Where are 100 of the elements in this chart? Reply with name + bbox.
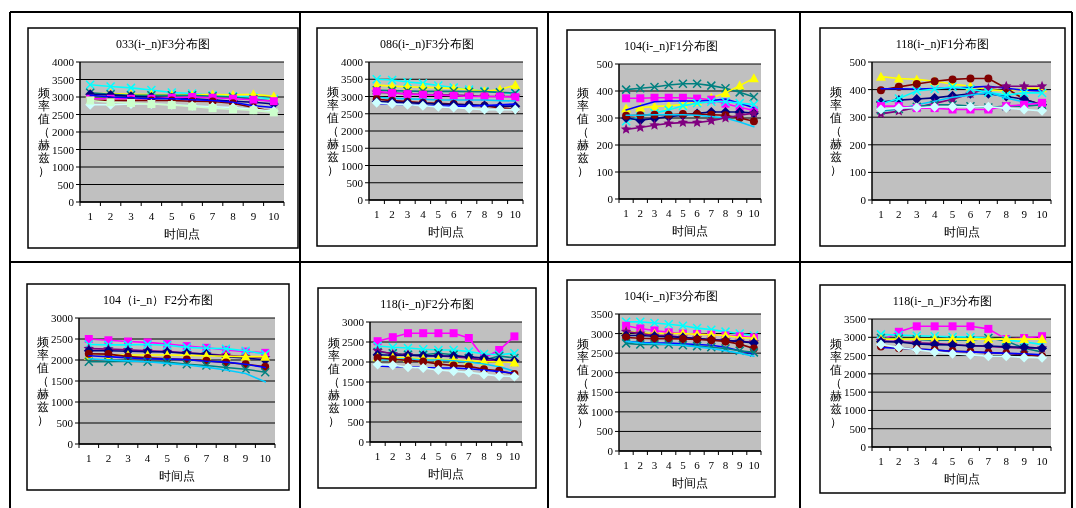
x-tick-label: 4 xyxy=(931,208,938,220)
y-tick-label: 2500 xyxy=(52,108,75,121)
y-tick-label: 2000 xyxy=(844,367,867,380)
x-tick-label: 10 xyxy=(1036,455,1049,467)
x-tick-label: 7 xyxy=(708,207,715,219)
x-axis-title: 时间点 xyxy=(943,225,980,239)
x-tick-label: 10 xyxy=(268,210,280,222)
x-tick-label: 1 xyxy=(623,207,629,219)
x-tick-label: 6 xyxy=(184,452,191,464)
y-tick-label: 1500 xyxy=(844,386,867,399)
y-tick-label: 1000 xyxy=(844,404,867,417)
x-tick-label: 6 xyxy=(450,208,457,220)
y-tick-label: 1500 xyxy=(341,142,364,155)
x-axis-title: 时间点 xyxy=(159,469,195,483)
x-tick-label: 8 xyxy=(481,450,488,462)
y-tick-label: 1000 xyxy=(52,161,75,173)
x-tick-label: 6 xyxy=(694,459,701,471)
x-tick-label: 4 xyxy=(665,207,672,219)
x-tick-label: 9 xyxy=(250,210,257,222)
x-tick-label: 3 xyxy=(914,455,920,467)
x-tick-label: 1 xyxy=(878,208,884,220)
x-tick-label: 3 xyxy=(405,450,412,462)
x-tick-label: 1 xyxy=(87,210,93,222)
x-tick-label: 5 xyxy=(435,450,442,462)
x-tick-label: 1 xyxy=(374,450,381,462)
x-tick-label: 2 xyxy=(896,208,902,220)
y-tick-label: 100 xyxy=(849,166,867,179)
y-tick-label: 3500 xyxy=(341,73,364,86)
x-tick-label: 9 xyxy=(1021,455,1028,467)
x-tick-label: 9 xyxy=(736,459,743,471)
y-tick-label: 1000 xyxy=(342,396,365,408)
x-tick-label: 8 xyxy=(722,207,729,219)
y-tick-label: 500 xyxy=(849,422,867,435)
x-tick-label: 9 xyxy=(496,450,503,462)
y-tick-label: 100 xyxy=(596,166,614,178)
x-tick-label: 7 xyxy=(985,208,992,220)
y-tick-label: 3000 xyxy=(844,331,867,344)
y-tick-label: 3000 xyxy=(51,312,74,324)
x-tick-label: 2 xyxy=(389,208,395,220)
y-tick-label: 400 xyxy=(596,85,614,97)
y-tick-label: 4000 xyxy=(341,56,364,68)
x-tick-label: 8 xyxy=(1003,208,1010,220)
x-tick-label: 5 xyxy=(169,210,176,222)
y-axis-title: 频率值（赫兹） xyxy=(328,336,340,428)
y-tick-label: 3000 xyxy=(342,316,365,328)
y-tick-label: 2000 xyxy=(52,126,75,138)
x-tick-label: 4 xyxy=(420,450,427,462)
x-tick-label: 3 xyxy=(125,452,132,464)
x-tick-label: 9 xyxy=(497,208,504,220)
x-tick-label: 7 xyxy=(985,455,992,467)
y-tick-label: 2500 xyxy=(341,107,364,120)
x-tick-label: 8 xyxy=(223,452,230,464)
y-tick-label: 2000 xyxy=(591,366,614,379)
x-tick-label: 10 xyxy=(508,450,521,462)
x-tick-label: 8 xyxy=(722,459,729,471)
chart-title: 033(i-_n)F3分布图 xyxy=(116,37,210,51)
chart-title: 104(i-_n)F1分布图 xyxy=(624,39,718,53)
x-tick-label: 2 xyxy=(896,455,902,467)
y-tick-label: 200 xyxy=(849,138,867,151)
y-axis-title: 频率值（赫兹） xyxy=(830,85,842,177)
x-axis-title: 时间点 xyxy=(164,227,200,241)
y-tick-label: 500 xyxy=(347,416,365,428)
x-tick-label: 9 xyxy=(736,207,743,219)
y-tick-label: 0 xyxy=(67,438,74,450)
x-tick-label: 4 xyxy=(931,455,938,467)
y-tick-label: 500 xyxy=(849,56,867,68)
y-tick-label: 1500 xyxy=(591,386,614,399)
x-tick-label: 10 xyxy=(509,208,522,220)
x-tick-label: 2 xyxy=(637,207,644,219)
x-tick-label: 2 xyxy=(105,452,112,464)
x-tick-label: 4 xyxy=(144,452,151,464)
y-axis-title: 频率值（赫兹） xyxy=(577,85,589,178)
y-tick-label: 0 xyxy=(607,193,614,205)
y-tick-label: 2500 xyxy=(342,336,365,348)
y-tick-label: 1500 xyxy=(52,143,75,156)
x-tick-label: 3 xyxy=(651,207,658,219)
x-tick-label: 7 xyxy=(466,208,473,220)
y-tick-label: 1000 xyxy=(51,396,74,408)
y-tick-label: 0 xyxy=(357,194,364,206)
chart-title: 118(i-_n)F2分布图 xyxy=(380,297,474,311)
y-tick-label: 500 xyxy=(56,417,74,429)
y-tick-label: 0 xyxy=(68,196,75,208)
x-tick-label: 3 xyxy=(651,459,658,471)
y-tick-label: 3000 xyxy=(52,91,75,103)
y-tick-label: 2500 xyxy=(844,349,867,362)
y-tick-label: 500 xyxy=(596,425,614,438)
x-tick-label: 6 xyxy=(967,208,974,220)
y-tick-label: 0 xyxy=(860,194,867,206)
x-tick-label: 6 xyxy=(450,450,457,462)
x-tick-label: 3 xyxy=(404,208,411,220)
y-tick-label: 1000 xyxy=(341,159,364,172)
y-tick-label: 4000 xyxy=(52,56,75,68)
x-tick-label: 10 xyxy=(748,459,760,471)
x-tick-label: 7 xyxy=(708,459,715,471)
x-axis-title: 时间点 xyxy=(428,467,464,481)
y-axis-title: 频率值（赫兹） xyxy=(38,86,50,178)
y-tick-label: 300 xyxy=(849,111,867,124)
x-axis-title: 时间点 xyxy=(428,225,464,239)
y-tick-label: 2000 xyxy=(51,354,74,366)
chart-title: 104(i-_n)F3分布图 xyxy=(624,289,718,303)
